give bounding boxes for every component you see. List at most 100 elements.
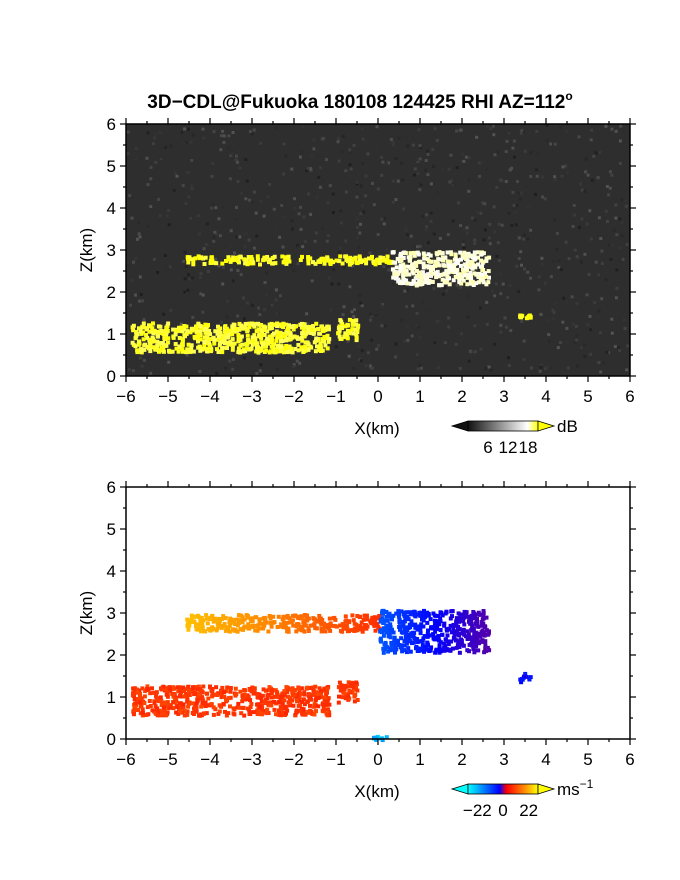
- velocity-echo-pixel: [396, 609, 401, 614]
- velocity-echo-pixel: [285, 690, 290, 694]
- reflectivity-echo-pixel: [419, 276, 424, 281]
- velocity-echo-pixel: [238, 627, 243, 632]
- velocity-echo-pixel: [317, 695, 322, 700]
- reflectivity-noise-pixel: [559, 126, 562, 130]
- velocity-echo-pixel: [302, 623, 307, 628]
- reflectivity-noise-pixel: [488, 222, 492, 226]
- reflectivity-echo-pixel: [474, 272, 479, 277]
- velocity-echo-pixel: [250, 619, 255, 624]
- reflectivity-echo-pixel: [202, 262, 207, 266]
- reflectivity-noise-pixel: [236, 180, 240, 183]
- reflectivity-echo-pixel: [356, 323, 361, 328]
- velocity-echo-pixel: [187, 700, 192, 705]
- velocity-echo-pixel: [226, 696, 231, 701]
- reflectivity-noise-pixel: [545, 138, 549, 142]
- reflectivity-echo-pixel: [309, 331, 314, 335]
- velocity-colorbar-tick-label: 22: [519, 801, 538, 820]
- velocity-echo-pixel: [340, 695, 345, 700]
- velocity-echo-pixel: [200, 625, 205, 630]
- velocity-echo-pixel: [315, 691, 320, 696]
- reflectivity-echo-pixel: [357, 256, 362, 261]
- reflectivity-noise-pixel: [418, 188, 422, 192]
- velocity-echo-pixel: [479, 620, 484, 625]
- reflectivity-echo-pixel: [323, 326, 328, 331]
- velocity-echo-pixel: [235, 623, 240, 628]
- reflectivity-noise-pixel: [464, 155, 468, 159]
- reflectivity-noise-pixel: [371, 366, 375, 370]
- reflectivity-noise-pixel: [557, 259, 561, 263]
- reflectivity-noise-pixel: [453, 236, 457, 240]
- velocity-echo-pixel: [171, 706, 176, 711]
- velocity-echo-pixel: [363, 624, 368, 628]
- reflectivity-echo-pixel: [461, 267, 465, 272]
- velocity-echo-pixel: [288, 687, 293, 691]
- reflectivity-noise-pixel: [221, 205, 225, 209]
- reflectivity-noise-pixel: [508, 284, 512, 287]
- reflectivity-colorbar-ticks: 6 12 18: [483, 438, 537, 457]
- reflectivity-noise-pixel: [342, 305, 346, 309]
- velocity-echo-pixel: [281, 620, 286, 625]
- reflectivity-echo-pixel: [311, 324, 316, 328]
- reflectivity-noise-pixel: [201, 127, 205, 131]
- reflectivity-echo-pixel: [227, 257, 232, 262]
- velocity-echo-pixel: [255, 708, 260, 713]
- reflectivity-noise-pixel: [561, 320, 565, 324]
- reflectivity-noise-pixel: [537, 275, 541, 279]
- reflectivity-noise-pixel: [380, 155, 384, 159]
- velocity-echo-pixel: [301, 697, 306, 702]
- reflectivity-noise-pixel: [374, 313, 378, 317]
- reflectivity-noise-pixel: [458, 366, 462, 370]
- velocity-echo-pixel: [349, 628, 354, 633]
- reflectivity-echo-pixel: [223, 330, 228, 335]
- reflectivity-noise-pixel: [368, 251, 372, 255]
- reflectivity-echo-pixel: [414, 263, 419, 268]
- velocity-echo-pixel: [203, 704, 208, 709]
- reflectivity-echo-pixel: [208, 337, 213, 342]
- reflectivity-noise-pixel: [599, 370, 603, 374]
- reflectivity-echo-pixel: [469, 276, 474, 281]
- velocity-echo-pixel: [225, 626, 229, 631]
- reflectivity-noise-pixel: [455, 129, 459, 133]
- velocity-y-tick-label: 1: [107, 688, 116, 707]
- reflectivity-noise-pixel: [451, 183, 455, 187]
- reflectivity-noise-pixel: [519, 250, 523, 254]
- reflectivity-echo-pixel: [202, 340, 207, 345]
- reflectivity-echo-pixel: [455, 258, 460, 263]
- reflectivity-noise-pixel: [429, 182, 433, 186]
- velocity-echo-pixel: [158, 695, 163, 700]
- reflectivity-echo-pixel: [413, 276, 418, 281]
- reflectivity-echo-feature: [130, 321, 332, 355]
- reflectivity-noise-pixel: [485, 300, 489, 304]
- reflectivity-echo-pixel: [214, 337, 219, 342]
- reflectivity-noise-pixel: [266, 195, 270, 199]
- reflectivity-noise-pixel: [579, 182, 583, 186]
- reflectivity-noise-pixel: [296, 262, 300, 266]
- reflectivity-noise-pixel: [376, 233, 380, 236]
- reflectivity-noise-pixel: [340, 150, 344, 154]
- velocity-echo-pixel: [206, 696, 211, 701]
- velocity-echo-pixel: [236, 701, 241, 706]
- reflectivity-noise-pixel: [610, 243, 614, 247]
- reflectivity-noise-pixel: [458, 205, 462, 209]
- velocity-echo-pixel: [473, 621, 478, 626]
- reflectivity-x-tick-label: 1: [415, 387, 424, 406]
- reflectivity-noise-pixel: [370, 338, 374, 342]
- reflectivity-noise-pixel: [126, 264, 130, 268]
- reflectivity-noise-pixel: [514, 275, 518, 279]
- velocity-echo-pixel: [381, 646, 386, 651]
- velocity-echo-pixel: [424, 613, 429, 617]
- velocity-echo-pixel: [464, 634, 468, 639]
- reflectivity-noise-pixel: [626, 344, 629, 348]
- velocity-echo-pixel: [439, 611, 444, 615]
- velocity-echo-pixel: [425, 620, 430, 625]
- velocity-echo-pixel: [454, 645, 459, 650]
- velocity-echo-pixel: [365, 617, 370, 622]
- velocity-echo-pixel: [193, 624, 198, 628]
- velocity-echo-pixel: [174, 704, 179, 708]
- velocity-echo-pixel: [407, 639, 411, 644]
- velocity-echo-pixel: [155, 706, 160, 711]
- reflectivity-noise-pixel: [426, 173, 430, 177]
- velocity-echo-pixel: [467, 619, 471, 624]
- reflectivity-echo-pixel: [253, 338, 258, 343]
- reflectivity-noise-pixel: [400, 318, 404, 322]
